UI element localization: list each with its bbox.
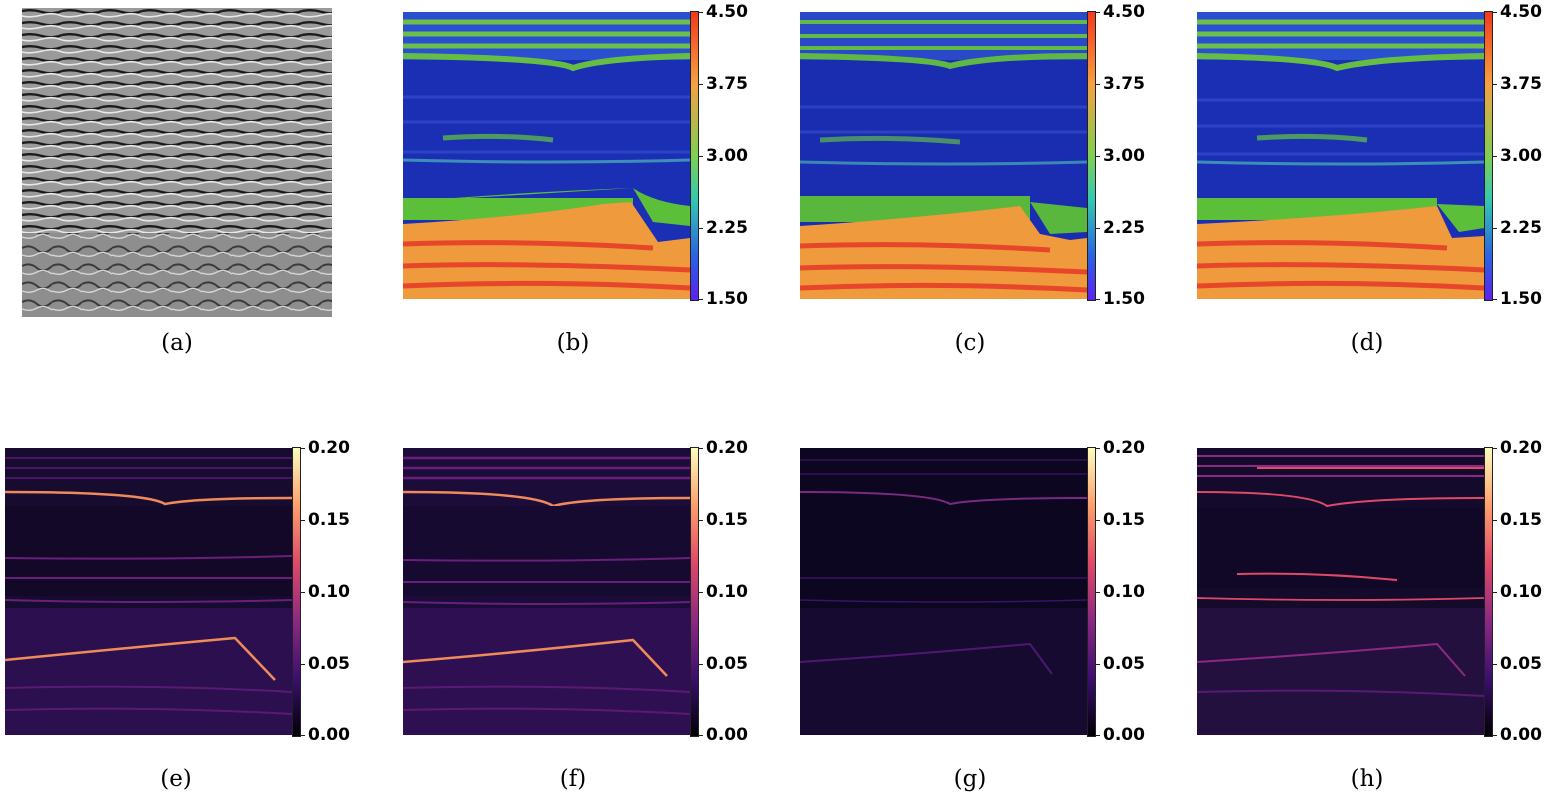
caption-d: (d) <box>1350 330 1384 356</box>
caption-c: (c) <box>954 330 986 356</box>
tick-g-1: 0.20 <box>1096 438 1145 458</box>
seismic-image <box>22 8 332 317</box>
tick-d-4: 2.25 <box>1493 218 1542 238</box>
tick-d-5: 1.50 <box>1493 289 1542 309</box>
caption-h: (h) <box>1350 766 1384 792</box>
tick-h-5: 0.00 <box>1493 725 1542 745</box>
tick-e-1: 0.20 <box>301 438 350 458</box>
error-map-e <box>5 448 292 735</box>
error-map-f <box>403 448 690 735</box>
tick-g-4: 0.05 <box>1096 654 1145 674</box>
velocity-map-d <box>1197 12 1484 299</box>
tick-f-4: 0.05 <box>699 654 748 674</box>
tick-e-2: 0.15 <box>301 510 350 530</box>
tick-f-3: 0.10 <box>699 582 748 602</box>
caption-f: (f) <box>559 766 587 792</box>
tick-h-1: 0.20 <box>1493 438 1542 458</box>
velocity-map-c <box>800 12 1087 299</box>
colorbar-b <box>690 11 699 301</box>
tick-b-1: 4.50 <box>699 2 748 22</box>
tick-c-1: 4.50 <box>1096 2 1145 22</box>
tick-b-2: 3.75 <box>699 74 748 94</box>
tick-h-4: 0.05 <box>1493 654 1542 674</box>
error-map-h <box>1197 448 1484 735</box>
tick-g-2: 0.15 <box>1096 510 1145 530</box>
tick-h-3: 0.10 <box>1493 582 1542 602</box>
tick-e-5: 0.00 <box>301 725 350 745</box>
tick-e-3: 0.10 <box>301 582 350 602</box>
tick-b-3: 3.00 <box>699 146 748 166</box>
tick-c-3: 3.00 <box>1096 146 1145 166</box>
tick-h-2: 0.15 <box>1493 510 1542 530</box>
tick-b-5: 1.50 <box>699 289 748 309</box>
colorbar-c <box>1087 11 1096 301</box>
tick-b-4: 2.25 <box>699 218 748 238</box>
tick-c-4: 2.25 <box>1096 218 1145 238</box>
colorbar-d <box>1484 11 1493 301</box>
colorbar-h <box>1484 447 1493 737</box>
tick-f-1: 0.20 <box>699 438 748 458</box>
tick-g-5: 0.00 <box>1096 725 1145 745</box>
error-map-g <box>800 448 1087 735</box>
caption-a: (a) <box>161 330 193 356</box>
tick-f-5: 0.00 <box>699 725 748 745</box>
tick-c-5: 1.50 <box>1096 289 1145 309</box>
colorbar-g <box>1087 447 1096 737</box>
tick-d-3: 3.00 <box>1493 146 1542 166</box>
tick-e-4: 0.05 <box>301 654 350 674</box>
caption-b: (b) <box>556 330 590 356</box>
tick-c-2: 3.75 <box>1096 74 1145 94</box>
caption-e: (e) <box>160 766 192 792</box>
colorbar-f <box>690 447 699 737</box>
tick-d-1: 4.50 <box>1493 2 1542 22</box>
tick-d-2: 3.75 <box>1493 74 1542 94</box>
colorbar-e <box>292 447 301 737</box>
caption-g: (g) <box>953 766 987 792</box>
tick-f-2: 0.15 <box>699 510 748 530</box>
velocity-map-b <box>403 12 690 299</box>
tick-g-3: 0.10 <box>1096 582 1145 602</box>
